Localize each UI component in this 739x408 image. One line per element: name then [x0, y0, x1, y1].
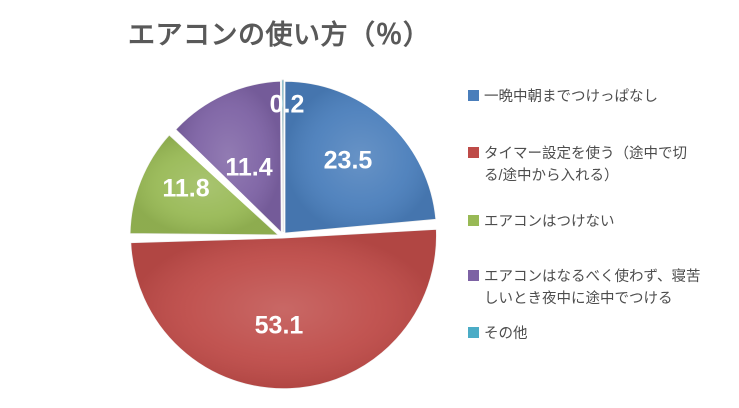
pie-svg: 23.5 53.1 11.8 11.4 0.2	[129, 79, 438, 390]
legend-label-3: エアコンはなるべく使わず、寝苦 しいとき夜中に途中でつける	[484, 269, 701, 308]
legend-swatch-icon-0	[468, 90, 479, 101]
pie-label-teal: 0.2	[270, 91, 305, 119]
pie-slice-red[interactable]	[129, 228, 438, 390]
pie-slice-teal-path	[281, 79, 284, 233]
legend-label-0: 一晩中朝までつけっぱなし	[484, 89, 658, 105]
pie-slice-purple-shade	[175, 81, 282, 233]
pie-plot-area: 23.5 53.1 11.8 11.4 0.2	[124, 72, 444, 397]
pie-slice-red-shade	[130, 229, 437, 389]
legend-swatch-icon-1	[468, 147, 479, 158]
legend-item-1[interactable]: タイマー設定を使う（途中で切 る/途中から入れる）	[468, 143, 736, 188]
pie-slice-purple[interactable]	[174, 80, 283, 235]
legend-item-2[interactable]: エアコンはつけない	[468, 211, 736, 233]
pie-slice-teal[interactable]	[281, 79, 284, 233]
chart-title: エアコンの使い方（％）	[128, 20, 431, 50]
legend-swatch-icon-4	[468, 327, 479, 338]
pie-slice-green-shade	[129, 134, 279, 236]
pie-label-blue: 23.5	[324, 147, 373, 175]
pie-slice-green[interactable]	[129, 133, 281, 236]
pie-label-green: 11.8	[162, 175, 209, 203]
legend-swatch-icon-3	[468, 270, 479, 281]
legend-label-2: エアコンはつけない	[484, 214, 615, 230]
pie-label-red: 53.1	[255, 312, 304, 340]
pie-slice-blue-shade	[284, 81, 436, 234]
legend-label-4: その他	[484, 326, 528, 342]
pie-label-purple: 11.4	[225, 154, 272, 182]
legend-item-4[interactable]: その他	[468, 323, 736, 345]
legend-item-3[interactable]: エアコンはなるべく使わず、寝苦 しいとき夜中に途中でつける	[468, 266, 736, 311]
legend-swatch-icon-2	[468, 215, 479, 226]
pie-slice-blue[interactable]	[284, 80, 437, 234]
legend-item-0[interactable]: 一晩中朝までつけっぱなし	[468, 86, 736, 108]
legend-label-1: タイマー設定を使う（途中で切 る/途中から入れる）	[484, 146, 687, 185]
